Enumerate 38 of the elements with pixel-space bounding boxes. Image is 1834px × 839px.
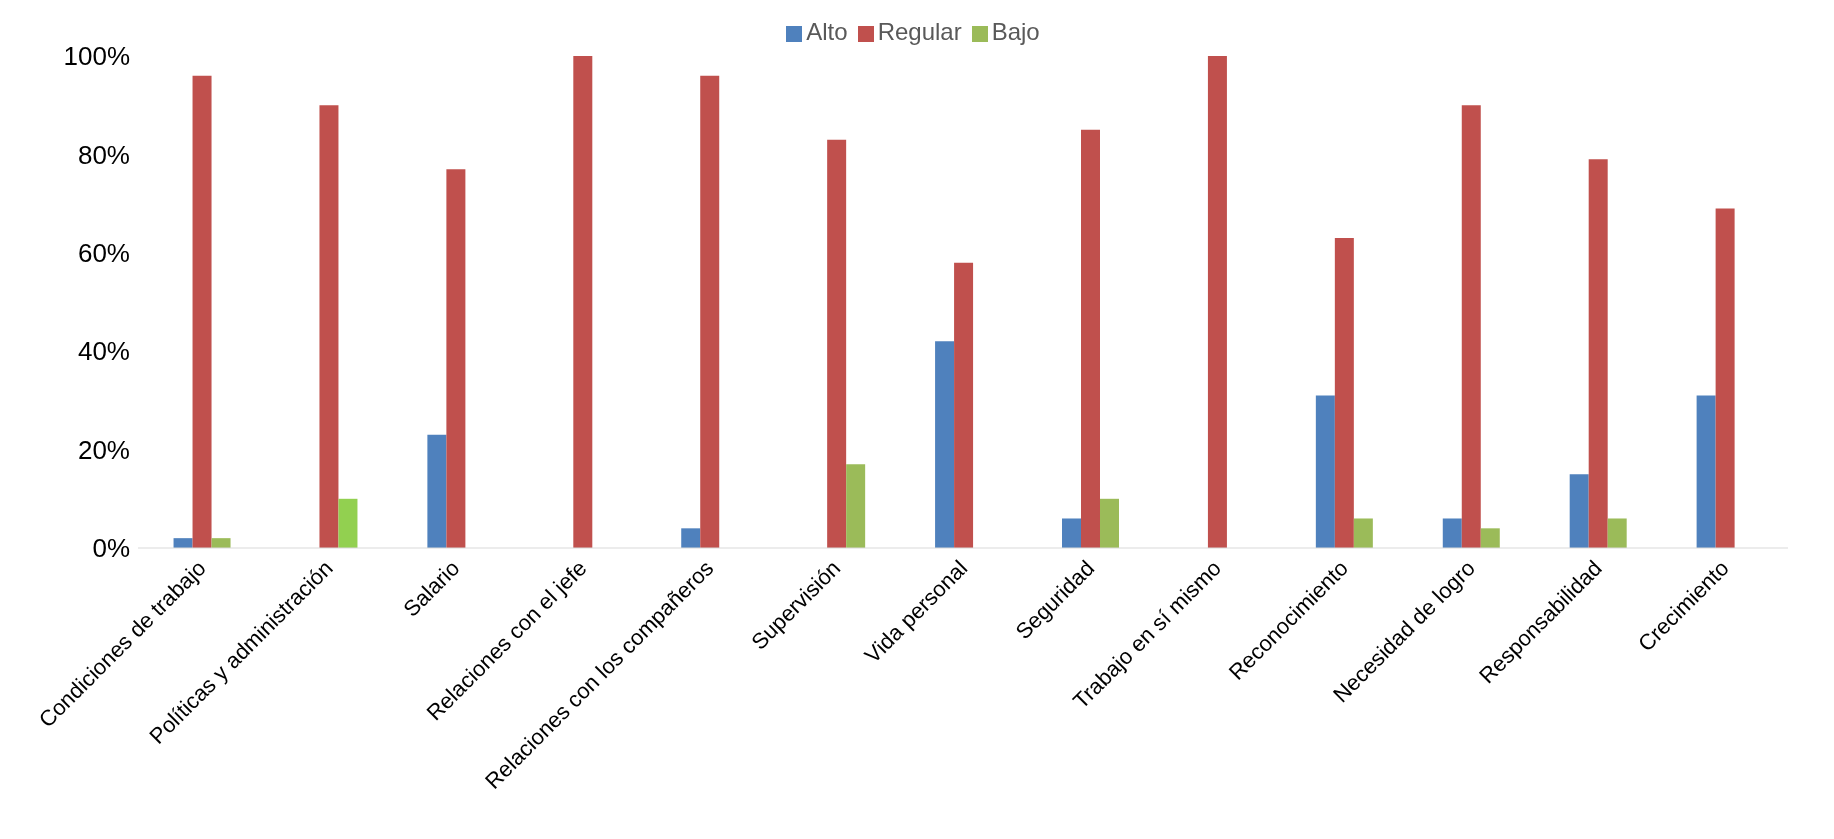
- bar: [935, 341, 955, 548]
- y-tick-label: 60%: [77, 238, 130, 269]
- bar: [846, 464, 866, 548]
- y-tick-label: 0%: [92, 533, 130, 564]
- legend-label: Bajo: [991, 18, 1040, 45]
- y-tick-label: 20%: [77, 434, 130, 465]
- bar: [1715, 208, 1735, 548]
- bar: [1334, 238, 1354, 548]
- bar: [1480, 528, 1500, 548]
- bar: [1207, 56, 1227, 548]
- bar: [1588, 159, 1608, 548]
- bar: [827, 139, 847, 548]
- bar: [338, 498, 358, 548]
- bar: [1442, 518, 1462, 548]
- y-tick-label: 100%: [63, 41, 130, 72]
- bar: [446, 169, 466, 548]
- bar: [1353, 518, 1373, 548]
- bar: [1315, 395, 1335, 548]
- bar: [192, 75, 212, 548]
- legend-label: Regular: [877, 18, 962, 45]
- bar: [1062, 518, 1081, 548]
- bar: [1696, 395, 1716, 548]
- bar: [681, 528, 701, 548]
- bar: [1607, 518, 1627, 548]
- y-tick-label: 80%: [77, 139, 130, 170]
- legend-label: Alto: [806, 18, 848, 45]
- bar: [1100, 498, 1119, 548]
- bar: [954, 262, 974, 548]
- bar: [1081, 129, 1100, 548]
- bar: [1461, 105, 1481, 548]
- y-tick-label: 40%: [77, 336, 130, 367]
- bar: [1569, 474, 1589, 548]
- bar: [427, 434, 447, 548]
- bar: [573, 56, 593, 548]
- bar: [173, 538, 193, 548]
- bar: [700, 75, 720, 548]
- bar: [211, 538, 231, 548]
- bar: [319, 105, 339, 548]
